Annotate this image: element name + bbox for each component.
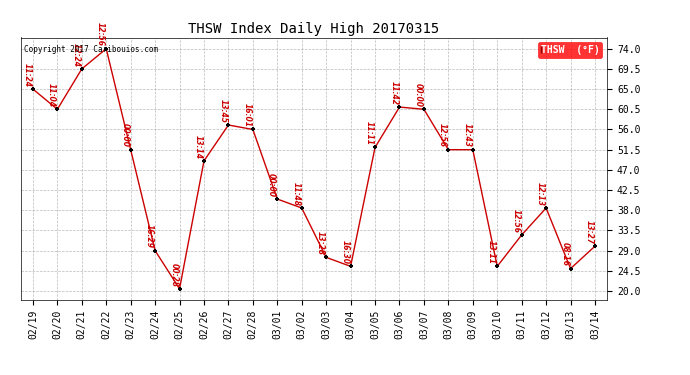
Point	[150, 248, 161, 254]
Point	[223, 122, 234, 128]
Point	[199, 158, 210, 164]
Text: 13:28: 13:28	[316, 231, 325, 255]
Text: 08:16: 08:16	[560, 242, 569, 266]
Text: 12:13: 12:13	[536, 182, 545, 206]
Point	[174, 286, 185, 292]
Text: 16:01: 16:01	[243, 103, 252, 127]
Point	[296, 205, 307, 211]
Text: 12:56: 12:56	[96, 22, 105, 46]
Point	[101, 46, 112, 52]
Text: 12:56: 12:56	[438, 123, 447, 147]
Text: Copyright 2017 Caribouios.com: Copyright 2017 Caribouios.com	[23, 45, 158, 54]
Text: 11:42: 11:42	[389, 81, 398, 105]
Point	[321, 254, 332, 260]
Point	[52, 106, 63, 112]
Point	[77, 66, 88, 72]
Point	[394, 104, 405, 110]
Text: 13:27: 13:27	[584, 220, 594, 244]
Text: 00:00: 00:00	[414, 83, 423, 107]
Point	[418, 106, 429, 112]
Text: 00:28: 00:28	[169, 262, 178, 286]
Text: 13:11: 13:11	[487, 240, 496, 264]
Point	[370, 144, 381, 150]
Text: 13:14: 13:14	[194, 135, 203, 159]
Point	[589, 243, 600, 249]
Point	[125, 147, 136, 153]
Point	[565, 266, 576, 272]
Point	[443, 147, 454, 153]
Text: 12:43: 12:43	[462, 123, 471, 147]
Text: 11:24: 11:24	[23, 63, 32, 87]
Point	[28, 86, 39, 92]
Text: 11:04: 11:04	[47, 83, 56, 107]
Point	[492, 263, 503, 269]
Text: 11:11: 11:11	[365, 121, 374, 145]
Point	[467, 147, 478, 153]
Text: 12:24: 12:24	[72, 43, 81, 67]
Point	[247, 126, 258, 132]
Text: 16:30: 16:30	[340, 240, 349, 264]
Text: 13:45: 13:45	[218, 99, 227, 123]
Text: 16:29: 16:29	[145, 224, 154, 248]
Point	[345, 263, 356, 269]
Title: THSW Index Daily High 20170315: THSW Index Daily High 20170315	[188, 22, 440, 36]
Text: 12:56: 12:56	[511, 209, 520, 233]
Text: 11:48: 11:48	[291, 182, 301, 206]
Legend: THSW  (°F): THSW (°F)	[538, 42, 602, 58]
Point	[516, 232, 527, 238]
Text: 00:00: 00:00	[121, 123, 130, 147]
Point	[272, 196, 283, 202]
Text: 00:00: 00:00	[267, 173, 276, 197]
Point	[540, 205, 551, 211]
